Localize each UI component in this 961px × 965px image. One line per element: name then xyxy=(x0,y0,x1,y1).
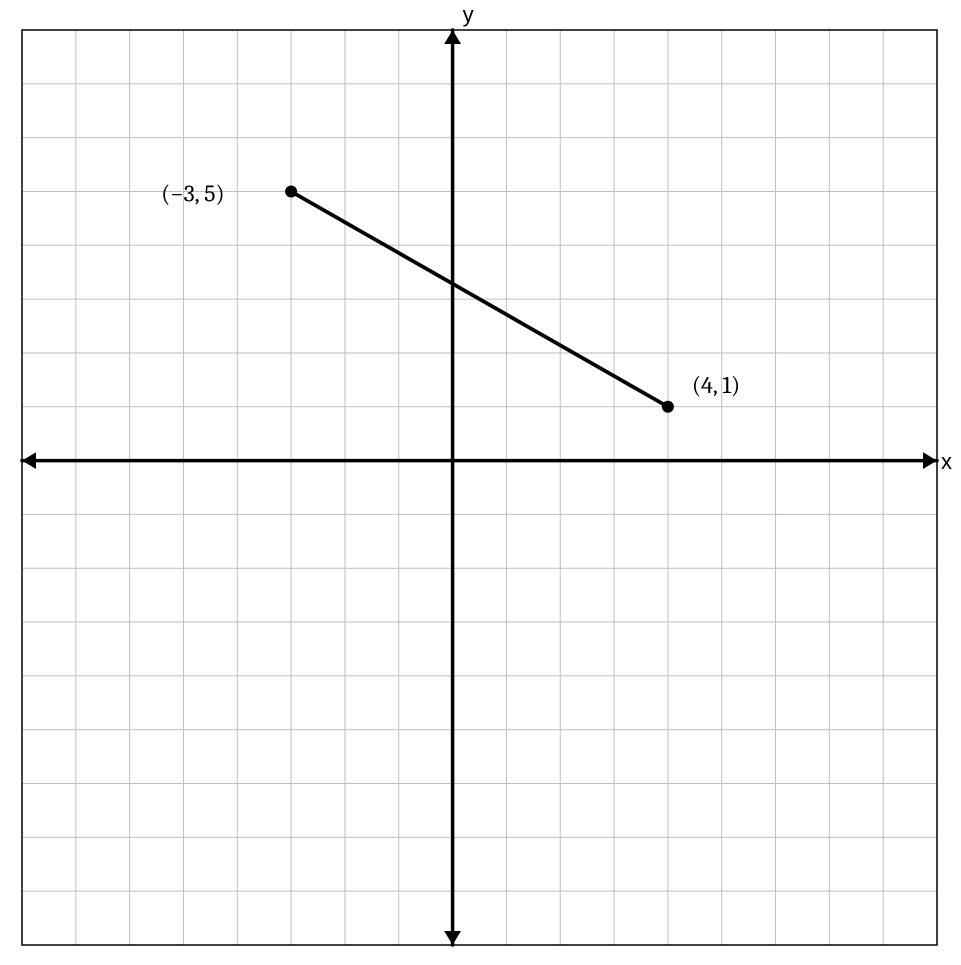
y-axis-label: y xyxy=(463,2,474,28)
chart-container: (−3, 5) (4, 1) y x xyxy=(0,0,961,965)
point-label-0: (−3, 5) xyxy=(161,179,225,207)
point-label-1: (4, 1) xyxy=(692,371,740,399)
x-axis-label: x xyxy=(941,449,952,475)
coordinate-graph: (−3, 5) (4, 1) xyxy=(0,0,961,965)
